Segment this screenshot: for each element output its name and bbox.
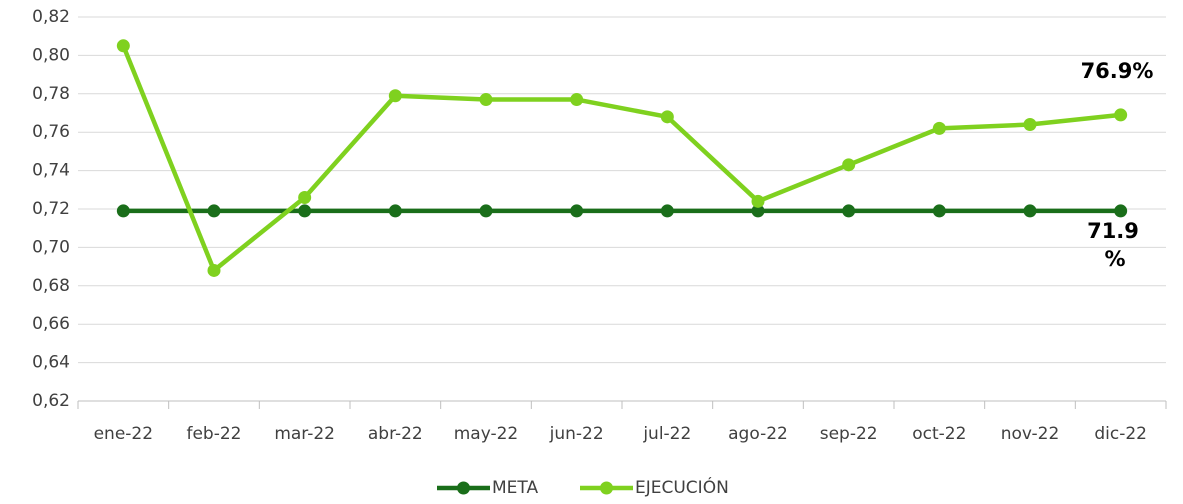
data-point	[1023, 204, 1037, 218]
data-point	[932, 204, 946, 218]
x-tick-label: oct-22	[912, 424, 966, 444]
data-point	[116, 39, 130, 53]
y-tick-label: 0,66	[32, 314, 70, 334]
legend-label: META	[492, 478, 538, 498]
data-point	[298, 190, 312, 204]
x-tick-label: ene-22	[94, 424, 153, 444]
y-tick-label: 0,64	[32, 353, 70, 373]
x-tick-label: ago-22	[728, 424, 788, 444]
y-tick-label: 0,82	[32, 7, 70, 27]
y-tick-label: 0,72	[32, 199, 70, 219]
data-point	[751, 204, 765, 218]
data-point	[1114, 204, 1128, 218]
x-tick-label: abr-22	[368, 424, 423, 444]
y-tick-label: 0,80	[32, 45, 70, 65]
y-tick-label: 0,62	[32, 391, 70, 411]
data-point	[388, 89, 402, 103]
data-point	[751, 194, 765, 208]
data-point	[570, 204, 584, 218]
y-tick-label: 0,78	[32, 84, 70, 104]
data-point	[116, 204, 130, 218]
x-tick-label: feb-22	[186, 424, 241, 444]
data-point	[932, 121, 946, 135]
data-point	[298, 204, 312, 218]
data-label: 76.9%	[1081, 59, 1154, 83]
data-point	[1023, 118, 1037, 132]
y-tick-label: 0,70	[32, 237, 70, 257]
data-point	[1114, 108, 1128, 122]
series-line	[121, 44, 1121, 273]
data-point	[388, 204, 402, 218]
y-tick-label: 0,76	[32, 122, 70, 142]
x-tick-label: jun-22	[549, 424, 604, 444]
x-tick-label: sep-22	[820, 424, 878, 444]
data-label: 71.9%	[1087, 219, 1139, 271]
data-point	[479, 204, 493, 218]
x-tick-label: mar-22	[274, 424, 335, 444]
x-tick-label: jul-22	[642, 424, 691, 444]
x-tick-label: nov-22	[1001, 424, 1060, 444]
x-tick-label: may-22	[454, 424, 519, 444]
data-point	[842, 204, 856, 218]
data-point	[660, 204, 674, 218]
legend-label: EJECUCIÓN	[635, 476, 729, 498]
data-point	[207, 204, 221, 218]
data-point	[842, 158, 856, 172]
data-point	[660, 110, 674, 124]
legend-marker	[457, 481, 470, 495]
y-tick-label: 0,74	[32, 161, 70, 181]
data-point	[207, 263, 221, 277]
x-tick-label: dic-22	[1094, 424, 1147, 444]
y-tick-label: 0,68	[32, 276, 70, 296]
legend-marker	[600, 481, 613, 495]
data-point	[570, 93, 584, 107]
data-point	[479, 93, 493, 107]
